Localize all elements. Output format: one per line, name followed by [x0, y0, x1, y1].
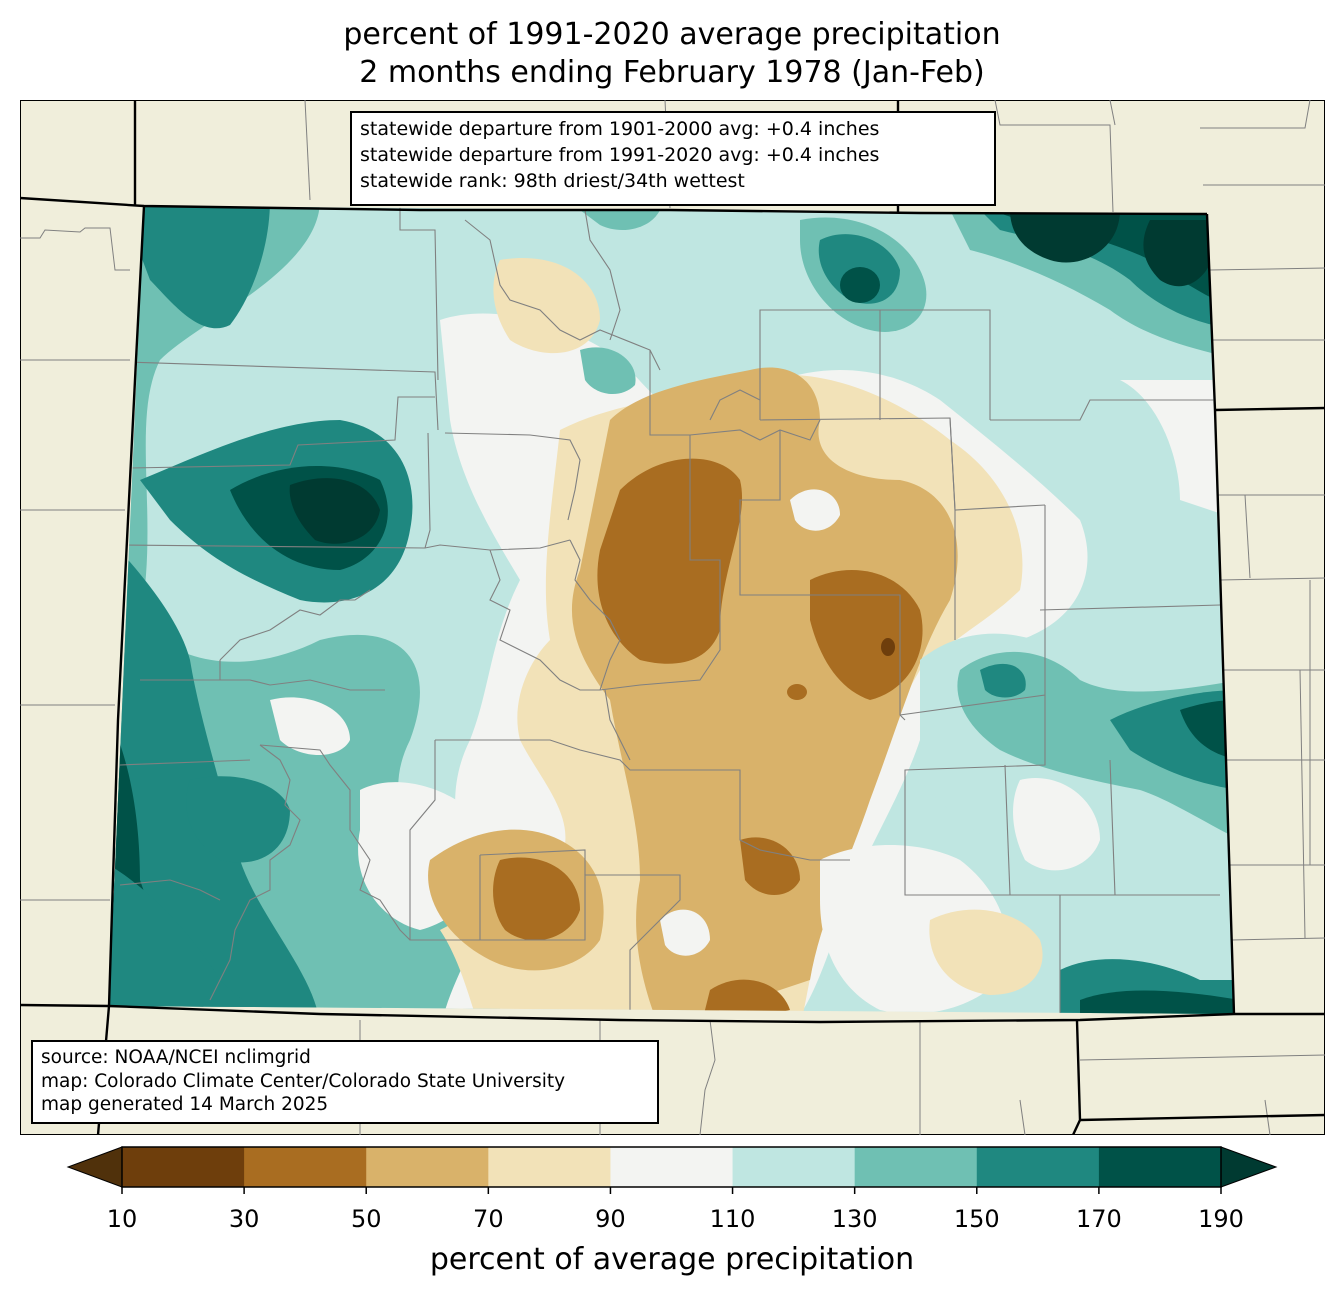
credits-box: source: NOAA/NCEI nclimgrid map: Colorad… [31, 1040, 659, 1124]
colorbar-bin [854, 1147, 978, 1187]
stats-departure-1901-2000: statewide departure from 1901-2000 avg: … [360, 118, 880, 140]
colorbar-tick-label: 30 [228, 1205, 260, 1233]
colorbar-bin [732, 1147, 856, 1187]
credits-map: map: Colorado Climate Center/Colorado St… [41, 1070, 566, 1092]
colorbar-frame [121, 1146, 1222, 1188]
colorbar-tick-label: 90 [595, 1205, 626, 1233]
colorbar-bin [1098, 1147, 1222, 1187]
stats-departure-1991-2020: statewide departure from 1991-2020 avg: … [360, 144, 880, 166]
credits-source: source: NOAA/NCEI nclimgrid [41, 1047, 311, 1068]
statewide-stats-box: statewide departure from 1901-2000 avg: … [350, 111, 996, 206]
colorbar-tick-label: 130 [831, 1205, 878, 1233]
credits-generated: map generated 14 March 2025 [41, 1094, 329, 1115]
stats-rank: statewide rank: 98th driest/34th wettest [360, 170, 745, 192]
neighbor-county-lines [20, 100, 1325, 1135]
colorbar-bin [488, 1147, 611, 1187]
colorbar-tick-label: 110 [709, 1205, 756, 1233]
colorbar-tick-label: 10 [106, 1205, 138, 1233]
colorbar-label: percent of average precipitation [429, 1242, 915, 1277]
colorbar-over-arrow [1220, 1146, 1278, 1188]
colorbar-bin [610, 1147, 734, 1187]
colorbar-tick-label: 70 [473, 1205, 504, 1233]
colorbar-tick-label: 150 [953, 1205, 1000, 1233]
precip-contours [109, 206, 1234, 1014]
colorbar-tick-label: 50 [350, 1205, 382, 1233]
county-lines [119, 206, 1221, 1014]
colorbar-tick-label: 170 [1075, 1205, 1122, 1233]
colorbar-under-arrow [66, 1146, 123, 1188]
colorbar-tick-label: 190 [1198, 1205, 1244, 1233]
map-title-line-1: percent of 1991-2020 average precipitati… [343, 17, 1001, 52]
map-title-line-2: 2 months ending February 1978 (Jan-Feb) [359, 55, 985, 90]
colorbar-bin [366, 1147, 489, 1187]
colorbar [66, 1146, 1278, 1194]
precipitation-map [20, 100, 1325, 1135]
state-boundaries [20, 100, 1325, 1135]
colorbar-bin [122, 1147, 245, 1187]
colorbar-bin [244, 1147, 367, 1187]
colorbar-bin [976, 1147, 1100, 1187]
